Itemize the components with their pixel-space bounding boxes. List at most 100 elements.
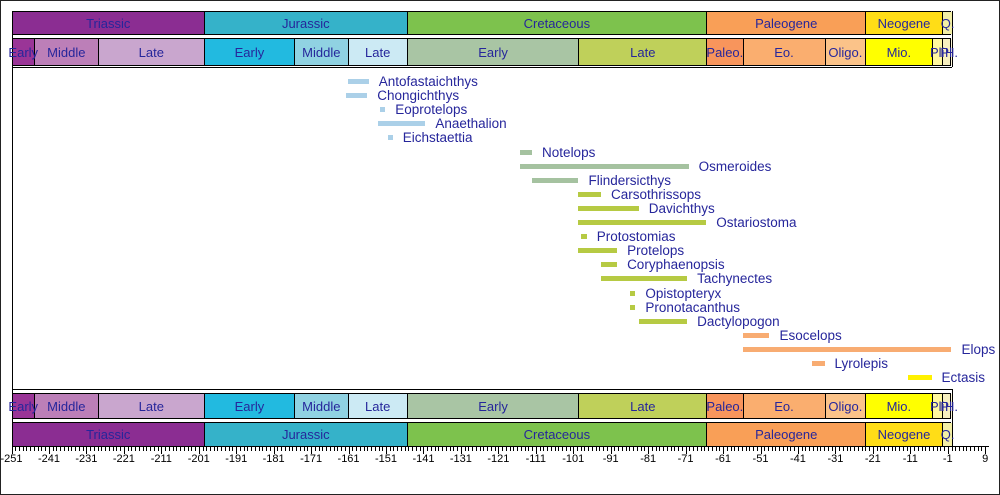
axis-minor-tick <box>322 447 324 451</box>
axis-minor-tick <box>30 447 32 451</box>
axis-minor-tick <box>26 447 28 451</box>
axis-minor-tick <box>899 447 901 451</box>
axis-major-tick <box>460 447 462 454</box>
axis-minor-tick <box>869 447 871 451</box>
axis-minor-tick <box>655 447 657 451</box>
axis-minor-tick <box>18 447 20 451</box>
axis-minor-tick <box>528 447 530 451</box>
taxon-label: Antofastaichthys <box>378 74 478 89</box>
axis-minor-tick <box>239 447 241 451</box>
epoch-cell-paleo: Paleo. <box>706 39 744 65</box>
taxon-label: Eichstaettia <box>402 130 473 146</box>
plot-frame-line <box>11 389 953 390</box>
axis-minor-tick <box>389 447 391 451</box>
epoch-cell-pli: Pli <box>930 394 944 418</box>
axis-major-tick <box>386 447 387 454</box>
axis-minor-tick <box>517 447 519 451</box>
axis-minor-tick <box>850 447 852 451</box>
epoch-cell-late: Late <box>98 394 205 418</box>
epoch-label: Pl <box>940 398 952 414</box>
axis-minor-tick <box>427 447 429 451</box>
axis-minor-tick <box>378 447 380 451</box>
epoch-cell-mio: Mio. <box>866 394 933 418</box>
taxon-range-bar <box>908 375 932 381</box>
axis-minor-tick <box>966 447 968 451</box>
epoch-label: Late <box>630 398 656 414</box>
axis-minor-tick <box>509 447 511 451</box>
period-cell-triassic: Triassic <box>12 423 205 446</box>
axis-minor-tick <box>419 447 421 451</box>
period-label: Triassic <box>86 427 131 442</box>
axis-minor-tick <box>183 447 185 451</box>
axis-major-tick <box>573 447 575 454</box>
axis-minor-tick <box>749 447 751 451</box>
taxon-label: Protostomias <box>596 229 676 245</box>
epoch-cell-eo: Eo. <box>743 394 826 418</box>
axis-minor-tick <box>681 447 683 451</box>
axis-minor-tick <box>929 447 931 451</box>
axis-minor-tick <box>857 447 859 451</box>
axis-minor-tick <box>895 447 897 451</box>
epoch-cell-early: Early <box>8 394 38 418</box>
axis-tick-label: -121 <box>487 453 510 465</box>
axis-minor-tick <box>296 447 298 451</box>
axis-minor-tick <box>689 447 691 451</box>
axis-minor-tick <box>633 447 635 451</box>
epoch-cell-early: Early <box>8 39 38 65</box>
axis-minor-tick <box>131 447 133 451</box>
axis-minor-tick <box>625 447 627 451</box>
axis-minor-tick <box>704 447 706 451</box>
axis-minor-tick <box>329 447 331 451</box>
axis-minor-tick <box>599 447 601 451</box>
axis-minor-tick <box>367 447 369 451</box>
axis-minor-tick <box>307 447 309 451</box>
axis-minor-tick <box>138 447 140 451</box>
epoch-cell-h: H. <box>945 39 958 65</box>
taxon-label: Dactylopogon <box>697 313 780 329</box>
axis-minor-tick <box>884 447 886 451</box>
axis-minor-tick <box>539 447 541 451</box>
period-cell-cretaceous: Cretaceous <box>407 423 708 446</box>
taxon-range-bar <box>377 121 426 127</box>
axis-minor-tick <box>41 447 43 451</box>
axis-minor-tick <box>670 447 672 451</box>
axis-minor-tick <box>359 447 361 451</box>
axis-minor-tick <box>251 447 253 451</box>
axis-minor-tick <box>213 447 215 451</box>
axis-tick-label: -141 <box>412 453 435 465</box>
axis-minor-tick <box>562 447 564 451</box>
axis-minor-tick <box>472 447 474 451</box>
axis-minor-tick <box>165 447 167 451</box>
axis-minor-tick <box>880 447 882 451</box>
epoch-label: Early <box>478 398 508 414</box>
axis-minor-tick <box>468 447 470 451</box>
taxon-range-bar <box>742 346 952 352</box>
taxon-label: Eoprotelops <box>395 102 468 118</box>
axis-minor-tick <box>254 447 256 451</box>
axis-minor-tick <box>674 447 676 451</box>
period-cell-jurassic: Jurassic <box>204 12 408 34</box>
axis-minor-tick <box>827 447 829 451</box>
axis-tick-label: -31 <box>827 453 844 465</box>
axis-minor-tick <box>621 447 623 451</box>
epoch-cell-mio: Mio. <box>866 39 933 65</box>
period-cell-jurassic: Jurassic <box>204 423 408 446</box>
axis-minor-tick <box>408 447 410 451</box>
axis-minor-tick <box>595 447 597 451</box>
axis-minor-tick <box>543 447 545 451</box>
epoch-cell-middle: Middle <box>294 394 349 418</box>
axis-tick-label: -201 <box>187 453 210 465</box>
axis-minor-tick <box>696 447 698 451</box>
axis-major-tick <box>198 447 200 454</box>
axis-minor-tick <box>202 447 204 451</box>
axis-major-tick <box>947 447 949 454</box>
axis-minor-tick <box>442 447 444 451</box>
axis-minor-tick <box>756 447 758 451</box>
taxon-label: Protelops <box>627 243 685 259</box>
axis-minor-tick <box>172 447 174 451</box>
axis-minor-tick <box>902 447 904 451</box>
axis-minor-tick <box>734 447 736 451</box>
axis-major-tick <box>498 447 500 454</box>
axis-minor-tick <box>565 447 567 451</box>
